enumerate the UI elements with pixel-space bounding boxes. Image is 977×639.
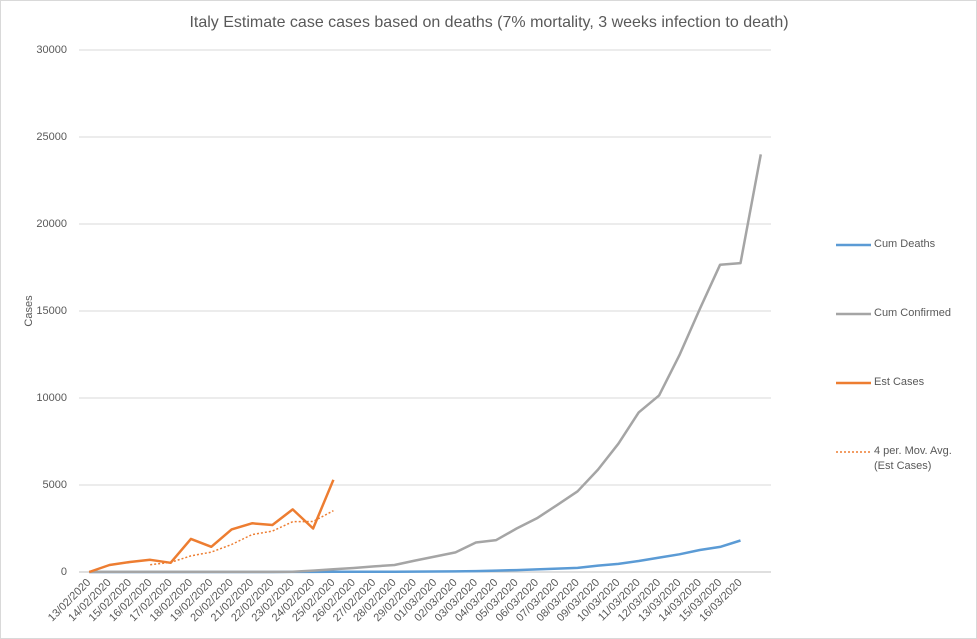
legend-label: Cum Confirmed xyxy=(874,307,952,319)
y-tick-label: 0 xyxy=(61,566,67,578)
y-tick-label: 30000 xyxy=(36,44,67,56)
y-axis-title: Cases xyxy=(23,295,35,327)
legend-label: 4 per. Mov. Avg. (Est Cases) xyxy=(874,445,952,472)
series-line xyxy=(89,154,763,574)
chart-title: Italy Estimate case cases based on death… xyxy=(189,14,788,31)
y-tick-label: 20000 xyxy=(36,218,67,230)
y-tick-label: 25000 xyxy=(36,131,67,143)
legend-label: Est Cases xyxy=(874,376,925,388)
y-tick-label: 5000 xyxy=(43,479,67,491)
legend-label: Cum Deaths xyxy=(874,238,936,250)
series-line xyxy=(88,479,335,574)
y-tick-label: 15000 xyxy=(36,305,67,317)
series-line xyxy=(150,510,334,566)
y-tick-label: 10000 xyxy=(36,392,67,404)
